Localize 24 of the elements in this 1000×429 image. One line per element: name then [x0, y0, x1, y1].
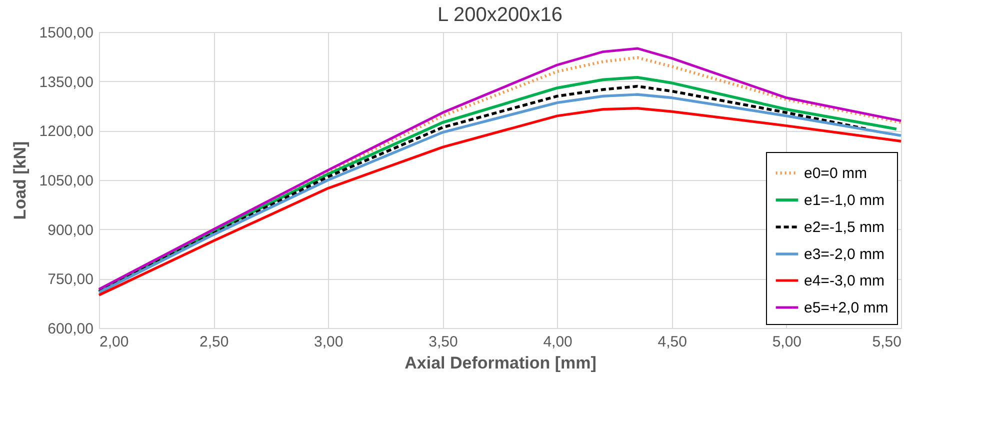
chart-title: L 200x200x16	[438, 4, 562, 26]
legend-label: e2=-1,5 mm	[804, 219, 884, 236]
legend-label: e1=-1,0 mm	[804, 192, 884, 209]
legend-label: e5=+2,0 mm	[804, 300, 888, 316]
y-tick-label: 750,00	[48, 271, 94, 288]
y-tick-label: 600,00	[48, 320, 94, 338]
x-tick-label: 4,00	[543, 334, 572, 350]
y-tick-label: 1050,00	[39, 172, 94, 190]
x-axis-title: Axial Deformation [mm]	[404, 354, 596, 372]
x-tick-label: 4,50	[658, 334, 687, 350]
x-tick-label: 2,50	[199, 334, 229, 350]
y-axis-title: Load [kN]	[10, 141, 30, 220]
y-tick-label: 900,00	[48, 222, 94, 239]
legend-label: e0=0 mm	[804, 165, 867, 182]
x-tick-label: 5,50	[872, 334, 902, 350]
x-tick-label: 2,00	[100, 334, 129, 350]
legend-label: e3=-2,0 mm	[804, 246, 884, 263]
y-tick-label: 1500,00	[39, 24, 94, 42]
y-tick-label: 1200,00	[39, 123, 94, 140]
x-tick-label: 3,00	[314, 334, 344, 350]
legend-label: e4=-3,0 mm	[804, 272, 884, 290]
x-tick-label: 3,50	[428, 334, 458, 350]
y-tick-label: 1350,00	[39, 74, 94, 91]
x-tick-label: 5,00	[772, 334, 802, 350]
